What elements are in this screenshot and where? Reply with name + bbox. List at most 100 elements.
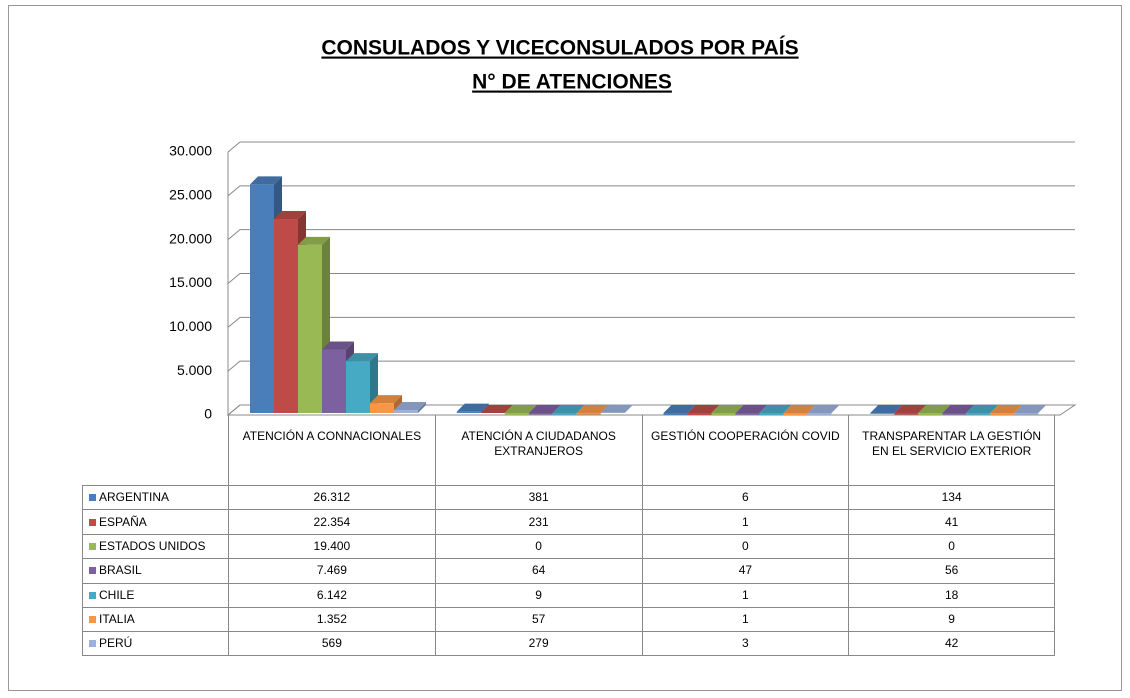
category-header: TRANSPARENTAR LA GESTIÓN EN EL SERVICIO … xyxy=(848,415,1055,485)
legend-swatch xyxy=(89,616,96,624)
bar xyxy=(966,413,991,415)
table-cell: 7.469 xyxy=(228,558,435,583)
bar-top xyxy=(456,403,489,412)
bar xyxy=(990,413,1015,415)
bar-top xyxy=(687,405,720,413)
table-cell: 41 xyxy=(848,509,1055,534)
bar xyxy=(504,413,529,415)
bar xyxy=(274,219,298,413)
table-cell: 47 xyxy=(641,558,849,583)
bar-top xyxy=(711,405,744,413)
legend-swatch xyxy=(89,567,96,575)
bar xyxy=(894,413,919,415)
bar-side xyxy=(418,402,426,413)
bar-top xyxy=(918,405,951,413)
table-cell: 42 xyxy=(848,631,1055,656)
y-tick-label: 30.000 xyxy=(169,143,212,159)
frame xyxy=(8,5,1122,691)
bar-top xyxy=(663,405,696,413)
bar-top xyxy=(528,405,561,413)
bar-top xyxy=(759,405,792,413)
table-cell: 0 xyxy=(848,533,1055,559)
legend-entry: ITALIA xyxy=(82,607,228,632)
bar-top xyxy=(394,402,426,411)
bar-top xyxy=(942,405,975,413)
legend-swatch xyxy=(89,494,96,502)
table-cell: 57 xyxy=(434,607,642,632)
bar xyxy=(1014,413,1039,415)
legend-label: PERÚ xyxy=(99,636,133,651)
table-cell: 9 xyxy=(848,607,1055,632)
y-tick-label: 25.000 xyxy=(169,187,212,203)
table-cell: 231 xyxy=(434,509,642,534)
legend-entry: PERÚ xyxy=(82,631,228,656)
legend-label: ESTADOS UNIDOS xyxy=(99,538,206,553)
table-cell: 22.354 xyxy=(228,509,435,534)
bar-top xyxy=(298,236,330,245)
table-cell: 1 xyxy=(641,582,849,607)
grid-line xyxy=(227,316,1075,328)
bar-top xyxy=(504,405,537,413)
table-cell: 56 xyxy=(848,558,1055,583)
bar-top xyxy=(346,353,378,362)
category-header: GESTIÓN COOPERACIÓN COVID xyxy=(641,415,849,485)
bar xyxy=(528,413,553,415)
table-cell: 0 xyxy=(641,533,849,559)
bar-top xyxy=(370,395,402,404)
table-cell: 1.352 xyxy=(228,607,435,632)
table-cell: 6 xyxy=(641,485,849,510)
grid-line xyxy=(227,141,1075,153)
bar-top xyxy=(966,405,999,413)
table-cell: 19.400 xyxy=(228,533,435,559)
y-tick-label: 20.000 xyxy=(169,230,212,246)
table-cell: 26.312 xyxy=(228,485,435,510)
bar-top xyxy=(600,404,633,413)
legend-entry: ESTADOS UNIDOS xyxy=(82,533,228,559)
bar xyxy=(370,403,394,413)
category-header: ATENCIÓN A CIUDADANOS EXTRANJEROS xyxy=(434,415,642,485)
table-cell: 9 xyxy=(434,582,642,607)
grid-line xyxy=(227,273,1075,284)
legend-swatch xyxy=(89,518,96,526)
bar xyxy=(918,413,943,415)
bar xyxy=(870,413,895,414)
bar xyxy=(783,413,808,415)
legend-entry: ESPAÑA xyxy=(82,509,228,534)
bar-top xyxy=(870,405,903,413)
bar-side xyxy=(504,404,513,413)
chart-subtitle: N° DE ATENCIONES xyxy=(472,71,672,94)
legend-swatch xyxy=(89,640,96,648)
legend-entry: CHILE xyxy=(82,582,228,607)
table-cell: 134 xyxy=(848,485,1055,510)
category-header: ATENCIÓN A CONNACIONALES xyxy=(228,415,435,485)
table-cell: 3 xyxy=(641,631,849,656)
grid-line xyxy=(227,360,1075,372)
table-cell: 569 xyxy=(228,631,435,656)
legend-label: ITALIA xyxy=(99,612,135,627)
table-cell: 6.142 xyxy=(228,582,435,607)
bar-top xyxy=(1014,405,1047,413)
legend-swatch xyxy=(89,591,96,599)
bar xyxy=(807,413,832,415)
bar-top xyxy=(552,405,585,413)
bar xyxy=(346,361,370,413)
y-tick-label: 10.000 xyxy=(169,318,212,334)
table-cell: 1 xyxy=(641,607,849,632)
bar xyxy=(322,349,346,413)
legend-label: ESPAÑA xyxy=(99,514,147,529)
legend-label: ARGENTINA xyxy=(99,490,170,505)
bar-top xyxy=(807,405,840,413)
bar-top xyxy=(576,405,609,413)
bar xyxy=(663,413,688,415)
table-cell: 64 xyxy=(434,558,642,583)
bar xyxy=(711,413,736,415)
legend-swatch xyxy=(89,542,96,550)
table-cell: 279 xyxy=(434,631,642,656)
bar xyxy=(759,413,784,415)
chart-title: CONSULADOS Y VICECONSULADOS POR PAÍS xyxy=(321,37,798,60)
bar-top xyxy=(783,405,816,413)
table-cell: 1 xyxy=(641,509,849,534)
legend-label: CHILE xyxy=(99,587,135,602)
